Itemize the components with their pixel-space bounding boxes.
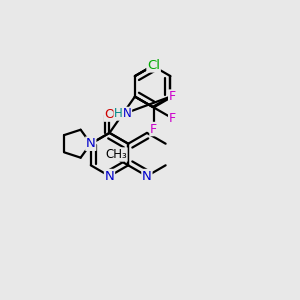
Text: F: F (169, 90, 176, 103)
Text: F: F (169, 112, 176, 125)
Text: F: F (150, 122, 157, 136)
Text: Cl: Cl (147, 59, 160, 72)
Text: N: N (105, 169, 114, 183)
Text: N: N (86, 137, 96, 150)
Text: CH₃: CH₃ (105, 148, 127, 161)
Text: H: H (114, 107, 123, 120)
Text: O: O (104, 108, 115, 121)
Text: N: N (123, 107, 132, 120)
Text: N: N (142, 169, 152, 183)
